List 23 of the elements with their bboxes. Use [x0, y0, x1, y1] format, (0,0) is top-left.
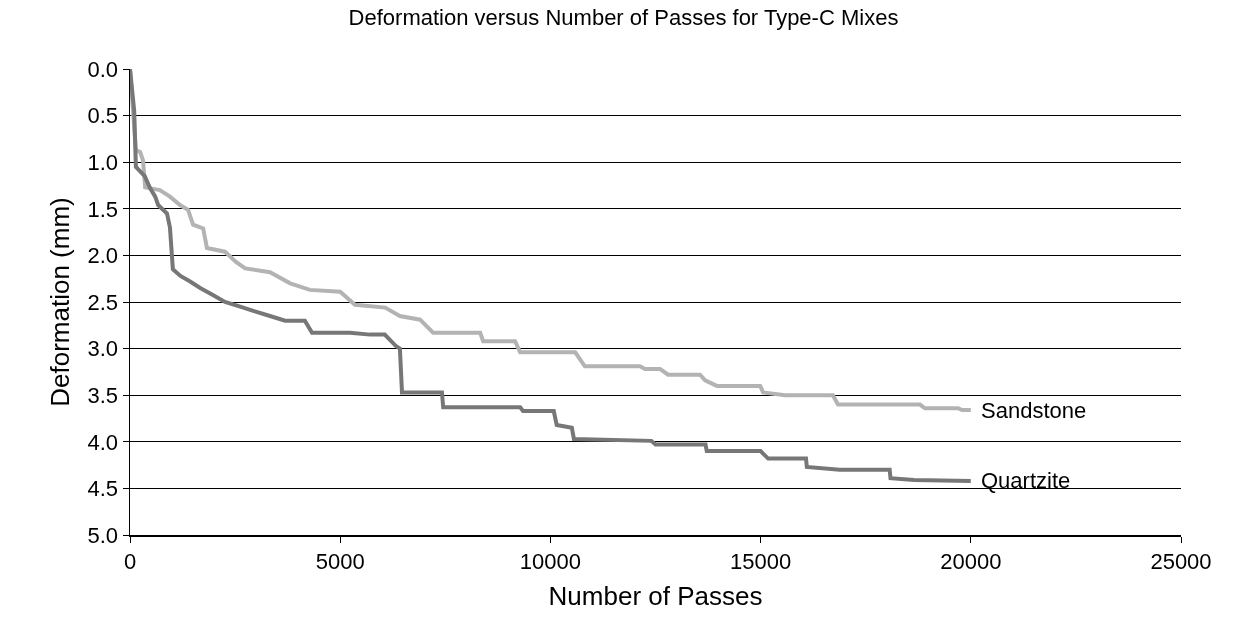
- x-tick-label: 15000: [730, 548, 792, 574]
- y-tick-label: 1.0: [87, 149, 119, 175]
- y-axis-title: Deformation (mm): [45, 197, 76, 407]
- y-tick-label: 5.0: [87, 522, 119, 548]
- x-tick-label: 20000: [940, 548, 1002, 574]
- y-tick-label: 2.0: [87, 243, 119, 269]
- x-tick-label: 0: [123, 548, 137, 574]
- y-tick-label: 3.0: [87, 336, 119, 362]
- x-tick-label: 25000: [1150, 548, 1212, 574]
- line-series: [130, 69, 973, 483]
- y-tick-label: 4.5: [87, 476, 119, 502]
- y-tick-label: 1.5: [87, 196, 119, 222]
- y-tick-label: 4.0: [87, 429, 119, 455]
- y-tick-label: 0.5: [87, 103, 119, 129]
- y-tick-label: 2.5: [87, 289, 119, 315]
- series-label: Sandstone: [981, 398, 1087, 423]
- x-axis-title: Number of Passes: [548, 581, 763, 612]
- y-tick-label: 0.0: [87, 56, 119, 82]
- y-tick-label: 3.5: [87, 382, 119, 408]
- x-tick-label: 5000: [315, 548, 365, 574]
- series-label: Quartzite: [981, 468, 1071, 493]
- chart-title: Deformation versus Number of Passes for Type-C Mixes: [348, 4, 899, 30]
- x-tick-label: 10000: [519, 548, 581, 574]
